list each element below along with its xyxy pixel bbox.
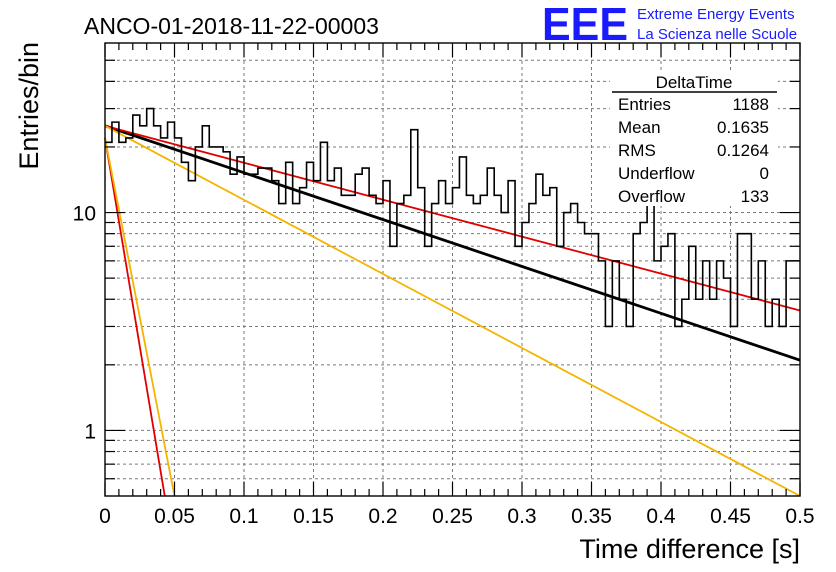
fit-line-3: [104, 125, 801, 497]
stats-value-mean: 0.1635: [717, 118, 769, 137]
logo-mark: EEE: [542, 0, 628, 50]
logo-line2: La Scienza nelle Scuole: [637, 26, 797, 43]
stats-value-entries: 1188: [732, 95, 769, 114]
x-tick-label: 0.45: [710, 505, 751, 528]
fit-curves: [104, 124, 801, 497]
stats-label-underflow: Underflow: [618, 164, 695, 183]
grid-lines: [105, 43, 800, 496]
x-tick-label: 0.1: [229, 505, 258, 528]
y-axis-title: Entries/bin: [14, 42, 44, 170]
x-tick-label: 0.5: [785, 505, 814, 528]
stats-value-rms: 0.1264: [717, 141, 769, 160]
x-tick-labels: 0 0.05 0.1 0.15 0.2 0.25 0.3 0.35 0.4 0.45 0.5: [99, 505, 814, 528]
fit-line-2: [104, 137, 166, 497]
plot-title: ANCO-01-2018-11-22-00003: [84, 13, 379, 39]
stats-value-underflow: 0: [760, 164, 769, 183]
stats-value-overflow: 133: [741, 187, 769, 206]
stats-title: DeltaTime: [656, 73, 733, 92]
logo-line1: Extreme Energy Events: [637, 6, 795, 23]
x-tick-label: 0.35: [571, 505, 612, 528]
axis-ticks: [104, 43, 801, 496]
x-axis-title: Time difference [s]: [579, 534, 800, 564]
y-tick-label: 1: [84, 420, 96, 443]
stats-label-overflow: Overflow: [618, 187, 686, 206]
x-tick-label: 0.15: [293, 505, 334, 528]
y-tick-labels: 1 10: [73, 203, 96, 444]
fit-line-4: [104, 137, 176, 497]
stats-box: DeltaTime Entries 1188 Mean 0.1635 RMS 0…: [610, 72, 778, 206]
stats-label-mean: Mean: [618, 118, 661, 137]
x-tick-label: 0.4: [646, 505, 676, 528]
x-tick-label: 0.25: [432, 505, 473, 528]
y-tick-label: 10: [73, 203, 96, 226]
histogram-series: [105, 107, 800, 328]
x-tick-label: 0.3: [507, 505, 536, 528]
x-tick-label: 0: [99, 505, 111, 528]
stats-label-rms: RMS: [618, 141, 656, 160]
stats-label-entries: Entries: [618, 95, 671, 114]
fit-line-0: [104, 124, 801, 362]
x-tick-label: 0.2: [368, 505, 397, 528]
fit-line-1: [104, 124, 801, 312]
x-tick-label: 0.05: [154, 505, 195, 528]
eee-logo: EEE Extreme Energy Events La Scienza nel…: [542, 0, 797, 50]
